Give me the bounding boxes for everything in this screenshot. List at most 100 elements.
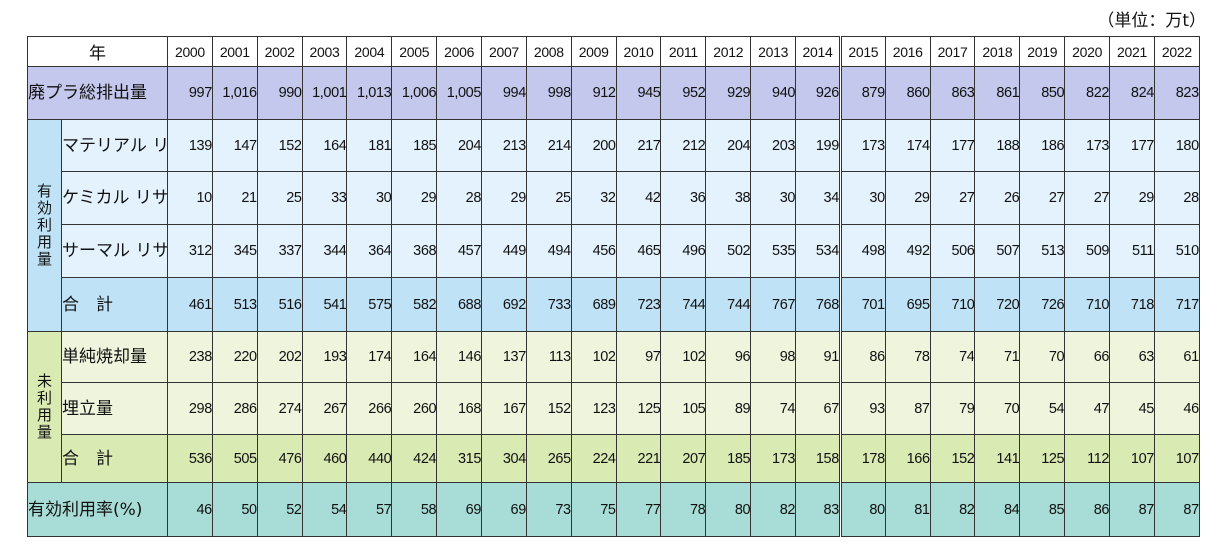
cell-incineration-2020: 66 — [1064, 331, 1111, 383]
cell-thermal-2018: 507 — [974, 224, 1021, 278]
year-header-2021: 2021 — [1109, 36, 1155, 67]
table-row-material: 有効利用量 マテリアル リサイクル 1391471521641811852042… — [27, 119, 1200, 332]
cell-total-waste-2014: 926 — [795, 66, 841, 120]
cell-unused-total-2015: 178 — [838, 434, 886, 483]
cell-used-total-2009: 689 — [570, 277, 617, 332]
cell-chemical-2001: 21 — [211, 171, 258, 225]
cell-incineration-2001: 220 — [211, 331, 258, 383]
cell-rate-2017: 82 — [929, 482, 976, 537]
cell-total-waste-2007: 994 — [481, 66, 527, 120]
cell-total-waste-2001: 1,016 — [211, 66, 258, 120]
cell-material-2004: 181 — [346, 119, 393, 172]
cell-incineration-2012: 96 — [705, 331, 752, 383]
cell-chemical-2018: 26 — [974, 171, 1021, 225]
cell-chemical-2002: 25 — [256, 171, 303, 225]
cell-thermal-2004: 364 — [346, 224, 393, 278]
cell-rate-2000: 46 — [167, 482, 213, 537]
cell-landfill-2013: 74 — [750, 382, 797, 435]
cell-thermal-2003: 344 — [301, 224, 348, 278]
row-label-used-total: 合 計 — [61, 277, 168, 332]
cell-total-waste-2020: 822 — [1064, 66, 1111, 120]
cell-used-total-2022: 717 — [1153, 277, 1200, 332]
cell-thermal-2019: 513 — [1019, 224, 1066, 278]
unit-label: （単位：万t） — [1097, 11, 1206, 31]
cell-rate-2011: 78 — [660, 482, 707, 537]
cell-thermal-2017: 506 — [929, 224, 976, 278]
cell-used-total-2002: 516 — [256, 277, 303, 332]
cell-landfill-2022: 46 — [1153, 382, 1200, 435]
cell-material-2018: 188 — [974, 119, 1021, 172]
table-row-total-waste: 廃プラ総排出量 997 1,016 990 1,001 1,013 1,006 1,005 9… — [27, 66, 1200, 120]
cell-incineration-2017: 74 — [929, 331, 976, 383]
cell-used-total-2020: 710 — [1064, 277, 1111, 332]
cell-chemical-2020: 27 — [1064, 171, 1111, 225]
cell-total-waste-2009: 912 — [570, 66, 617, 120]
cell-incineration-2019: 70 — [1019, 331, 1066, 383]
cell-landfill-2011: 105 — [660, 382, 707, 435]
cell-rate-2012: 80 — [705, 482, 752, 537]
cell-incineration-2021: 63 — [1109, 331, 1155, 383]
cell-chemical-2012: 38 — [705, 171, 752, 225]
cell-incineration-2018: 71 — [974, 331, 1021, 383]
cell-used-total-2004: 575 — [346, 277, 393, 332]
cell-rate-2020: 86 — [1064, 482, 1111, 537]
cell-thermal-2010: 465 — [615, 224, 662, 278]
cell-unused-total-2001: 505 — [211, 434, 258, 483]
cell-unused-total-2016: 166 — [884, 434, 931, 483]
cell-incineration-2009: 102 — [570, 331, 617, 383]
row-label-chemical: ケミカル リサイクル — [61, 171, 168, 225]
cell-incineration-2011: 102 — [660, 331, 707, 383]
cell-thermal-2008: 494 — [525, 224, 572, 278]
cell-unused-total-2002: 476 — [256, 434, 303, 483]
cell-rate-2010: 77 — [615, 482, 662, 537]
cell-material-2021: 177 — [1109, 119, 1155, 172]
table-row-unused-total: 合 計 536 505 476 460 440 424 315 304 265 224 221 207… — [28, 434, 1200, 483]
cell-landfill-2010: 125 — [615, 382, 662, 435]
table-row-thermal: サーマル リサイクル 31234533734436436845744949445… — [28, 224, 1200, 278]
cell-rate-2022: 87 — [1153, 482, 1200, 537]
cell-chemical-2000: 10 — [167, 171, 213, 225]
cell-used-total-2017: 710 — [929, 277, 976, 332]
cell-material-2007: 213 — [481, 119, 527, 172]
cell-total-waste-2006: 1,005 — [436, 66, 483, 120]
year-header-2011: 2011 — [660, 36, 707, 67]
cell-rate-2008: 73 — [525, 482, 572, 537]
cell-used-total-2001: 513 — [211, 277, 258, 332]
cell-rate-2013: 82 — [750, 482, 797, 537]
cell-used-total-2018: 720 — [974, 277, 1021, 332]
year-header-2003: 2003 — [301, 36, 348, 67]
cell-incineration-2006: 146 — [436, 331, 483, 383]
cell-unused-total-2019: 125 — [1019, 434, 1066, 483]
cell-material-2003: 164 — [301, 119, 348, 172]
cell-rate-2001: 50 — [211, 482, 258, 537]
year-header-2019: 2019 — [1019, 36, 1066, 67]
cell-rate-2007: 69 — [481, 482, 527, 537]
cell-thermal-2016: 492 — [884, 224, 931, 278]
cell-unused-total-2007: 304 — [481, 434, 527, 483]
cell-used-total-2000: 461 — [167, 277, 213, 332]
cell-chemical-2015: 30 — [838, 171, 886, 225]
year-header-2022: 2022 — [1153, 36, 1200, 67]
cell-total-waste-2005: 1,006 — [391, 66, 438, 120]
cell-thermal-2013: 535 — [750, 224, 797, 278]
cell-landfill-2008: 152 — [525, 382, 572, 435]
cell-material-2001: 147 — [211, 119, 258, 172]
year-header-2016: 2016 — [884, 36, 931, 67]
cell-rate-2016: 81 — [884, 482, 931, 537]
cell-incineration-2022: 61 — [1153, 331, 1200, 383]
cell-chemical-2022: 28 — [1153, 171, 1200, 225]
cell-chemical-2009: 32 — [570, 171, 617, 225]
year-header-label: 年 — [27, 36, 168, 67]
cell-chemical-2017: 27 — [929, 171, 976, 225]
cell-total-waste-2022: 823 — [1153, 66, 1200, 120]
cell-incineration-2010: 97 — [615, 331, 662, 383]
row-label-material: マテリアル リサイクル — [61, 119, 168, 172]
year-header-2005: 2005 — [391, 36, 438, 67]
cell-thermal-2012: 502 — [705, 224, 752, 278]
cell-incineration-2004: 174 — [346, 331, 393, 383]
cell-chemical-2008: 25 — [525, 171, 572, 225]
cell-chemical-2019: 27 — [1019, 171, 1066, 225]
cell-unused-total-2009: 224 — [570, 434, 617, 483]
group-label-unused: 未利用量 — [27, 331, 62, 483]
cell-landfill-2017: 79 — [929, 382, 976, 435]
